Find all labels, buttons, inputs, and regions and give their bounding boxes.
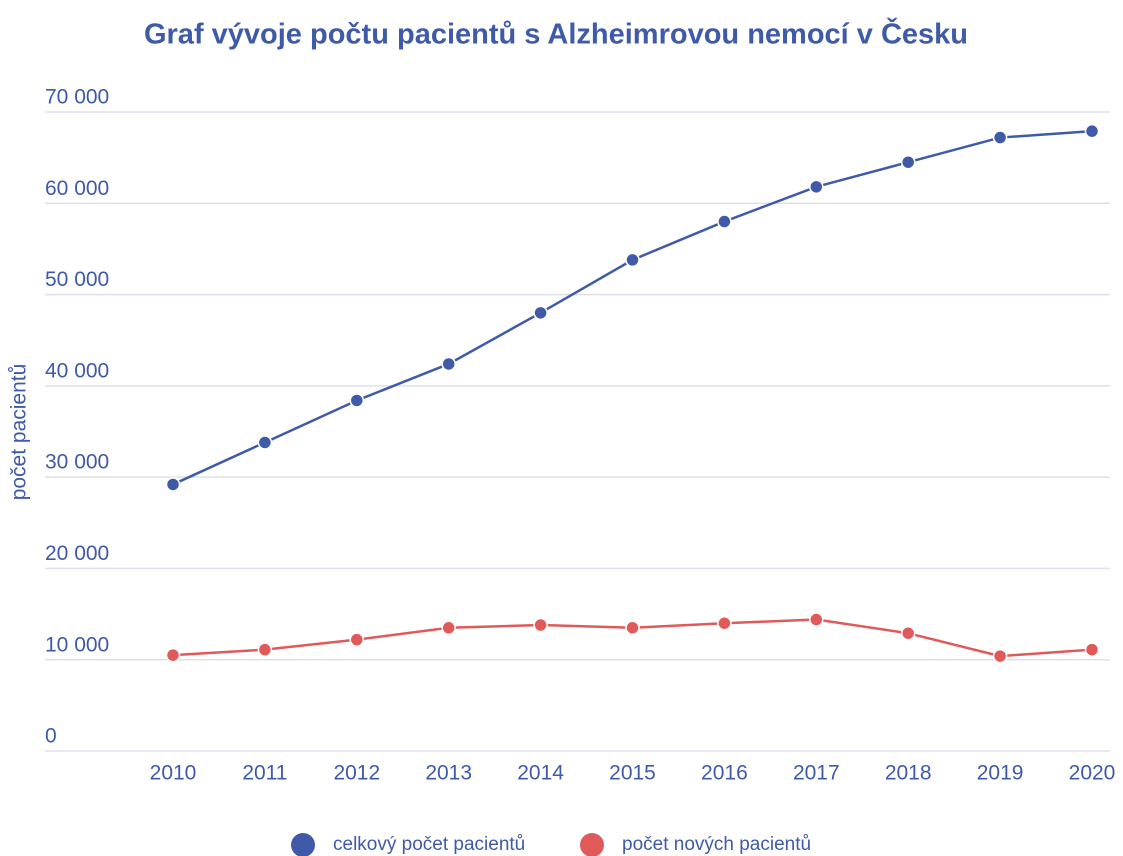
x-tick-label: 2017 [793,762,840,785]
y-tick-label: 70 000 [45,86,109,109]
data-point [441,356,456,372]
data-point [349,393,365,408]
x-tick-label: 2010 [150,762,197,785]
y-tick-label: 10 000 [45,633,109,656]
y-tick-label: 50 000 [45,268,109,291]
data-point [257,435,273,450]
x-tick-label: 2015 [609,762,656,785]
y-tick-label: 0 [45,725,57,748]
data-point [533,617,548,633]
data-point [1084,123,1100,139]
y-axis-label: počet pacientů [8,364,31,501]
data-point [992,130,1008,145]
x-tick-label: 2020 [1069,762,1116,785]
x-tick-label: 2019 [977,762,1024,785]
legend-label: celkový počet pacientů [333,834,525,855]
data-point [1084,642,1100,657]
data-point [625,252,640,268]
legend-label: počet nových pacientů [622,834,811,855]
data-point [809,612,824,627]
data-point [165,647,181,663]
legend-marker [291,833,315,856]
x-tick-label: 2018 [885,762,932,785]
data-point [717,214,732,229]
x-tick-label: 2012 [333,762,380,785]
data-point [533,305,548,321]
y-tick-label: 60 000 [45,177,109,200]
data-point [349,632,365,647]
y-tick-label: 20 000 [45,542,109,565]
x-tick-label: 2014 [517,762,564,785]
x-tick-label: 2016 [701,762,748,785]
data-point [165,477,181,492]
chart-title: Graf vývoje počtu pacientů s Alzheimrovo… [144,17,968,51]
data-point [625,620,640,636]
y-tick-label: 40 000 [45,359,109,382]
data-point [900,154,916,170]
series-line [172,129,1093,486]
legend-marker [580,833,604,856]
data-point [257,642,273,657]
y-tick-label: 30 000 [45,451,109,474]
data-point [717,615,732,631]
data-point [992,648,1008,664]
data-point [441,620,456,636]
x-tick-label: 2013 [425,762,472,785]
data-point [809,179,824,195]
data-point [900,625,916,641]
x-tick-label: 2011 [242,762,287,785]
